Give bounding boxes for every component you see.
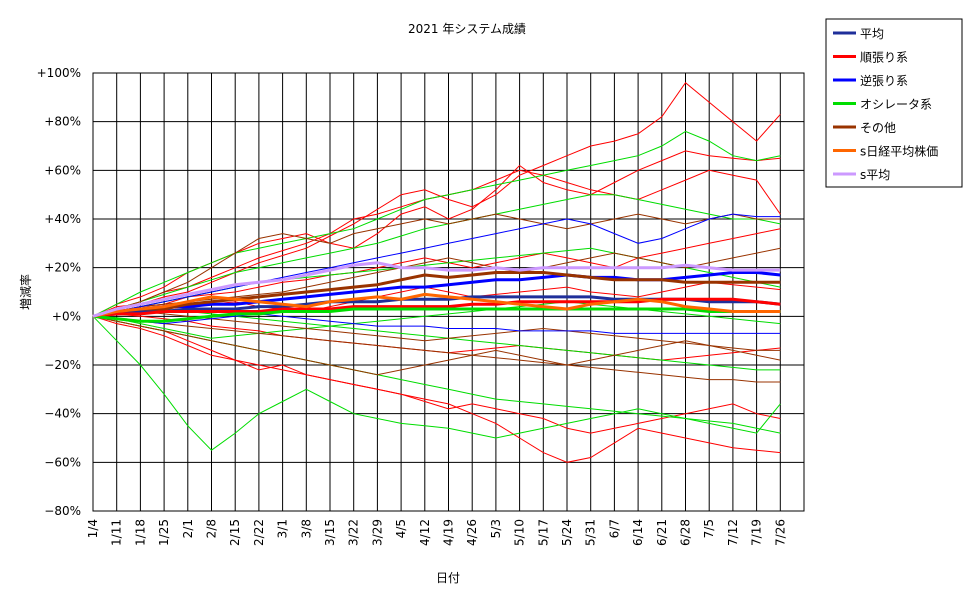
system-line — [92, 310, 781, 351]
system-line — [92, 213, 781, 317]
x-tick-label: 1/18 — [133, 519, 147, 546]
chart-title: 2021 年システム成績 — [408, 22, 526, 36]
system-line — [92, 308, 781, 371]
x-tick-label: 4/5 — [394, 519, 408, 538]
x-tick-label: 1/11 — [110, 519, 124, 546]
y-tick-label: +20% — [44, 261, 81, 275]
x-tick-label: 5/24 — [560, 519, 574, 546]
x-tick-label: 5/3 — [489, 519, 503, 538]
y-tick-label: +80% — [44, 115, 81, 129]
x-tick-label: 6/14 — [631, 519, 645, 546]
legend-label: 順張り系 — [860, 51, 908, 65]
system-line — [92, 301, 781, 339]
x-tick-label: 4/26 — [465, 519, 479, 546]
x-tick-label: 2/15 — [228, 519, 242, 546]
legend-label: s平均 — [860, 168, 890, 182]
y-tick-label: +60% — [44, 163, 81, 177]
x-tick-label: 6/7 — [607, 519, 621, 538]
x-tick-label: 7/19 — [750, 519, 764, 546]
x-tick-labels: 1/4 1/11 1/18 1/25 2/1 2/8 2/15 2/22 3/1 3/8 3/15 3… — [86, 519, 787, 546]
x-tick-label: 7/5 — [702, 519, 716, 538]
system-line — [92, 194, 781, 317]
x-tick-label: 2/22 — [252, 519, 266, 546]
system-line — [92, 315, 781, 434]
system-line — [92, 213, 781, 317]
x-tick-label: 5/31 — [584, 519, 598, 546]
x-tick-label: 7/12 — [726, 519, 740, 546]
series-line — [92, 271, 781, 318]
x-tick-label: 7/26 — [773, 519, 787, 546]
legend-label: s日経平均株価 — [860, 144, 938, 159]
y-tick-labels: +100% +80% +60% +40% +20% +0% −20% −40% −60% −80% — [37, 66, 81, 518]
y-tick-label: −20% — [44, 358, 81, 372]
y-tick-label: −40% — [44, 407, 81, 421]
y-tick-label: +0% — [52, 309, 81, 323]
series-line — [92, 297, 781, 318]
system-line — [92, 81, 781, 317]
x-tick-label: 4/19 — [442, 519, 456, 546]
x-axis-title: 日付 — [436, 571, 460, 585]
legend-label: その他 — [860, 121, 896, 135]
x-tick-label: 5/10 — [513, 519, 527, 546]
y-tick-label: +100% — [37, 66, 81, 80]
x-tick-label: 1/4 — [86, 519, 100, 538]
system-line — [92, 315, 781, 463]
system-line — [92, 315, 781, 376]
x-tick-label: 2/8 — [205, 519, 219, 538]
legend-label: 逆張り系 — [860, 73, 908, 88]
x-tick-label: 3/15 — [323, 519, 337, 546]
x-tick-label: 6/21 — [655, 519, 669, 546]
x-tick-label: 3/29 — [370, 519, 384, 546]
y-tick-label: +40% — [44, 212, 81, 226]
series-line — [92, 261, 781, 318]
x-tick-label: 4/12 — [418, 519, 432, 546]
x-tick-label: 6/28 — [679, 519, 693, 546]
x-tick-label: 3/22 — [347, 519, 361, 546]
system-line — [92, 130, 781, 317]
x-tick-label: 3/8 — [299, 519, 313, 538]
legend-label: オシレータ系 — [860, 98, 932, 112]
system-line — [92, 315, 781, 383]
system-line — [92, 313, 781, 334]
system-line — [92, 315, 781, 451]
x-tick-label: 2/1 — [181, 519, 195, 538]
x-tick-label: 3/1 — [276, 519, 290, 538]
x-tick-label: 1/25 — [157, 519, 171, 546]
y-axis-title: 増減率 — [18, 274, 33, 310]
series-line — [92, 307, 781, 323]
summary-series-lines — [92, 261, 781, 323]
series-line — [92, 292, 781, 318]
y-tick-label: −80% — [44, 504, 81, 518]
y-tick-label: −60% — [44, 455, 81, 469]
system-line — [92, 247, 781, 317]
legend-label: 平均 — [860, 27, 884, 41]
x-tick-label: 5/17 — [536, 519, 550, 546]
